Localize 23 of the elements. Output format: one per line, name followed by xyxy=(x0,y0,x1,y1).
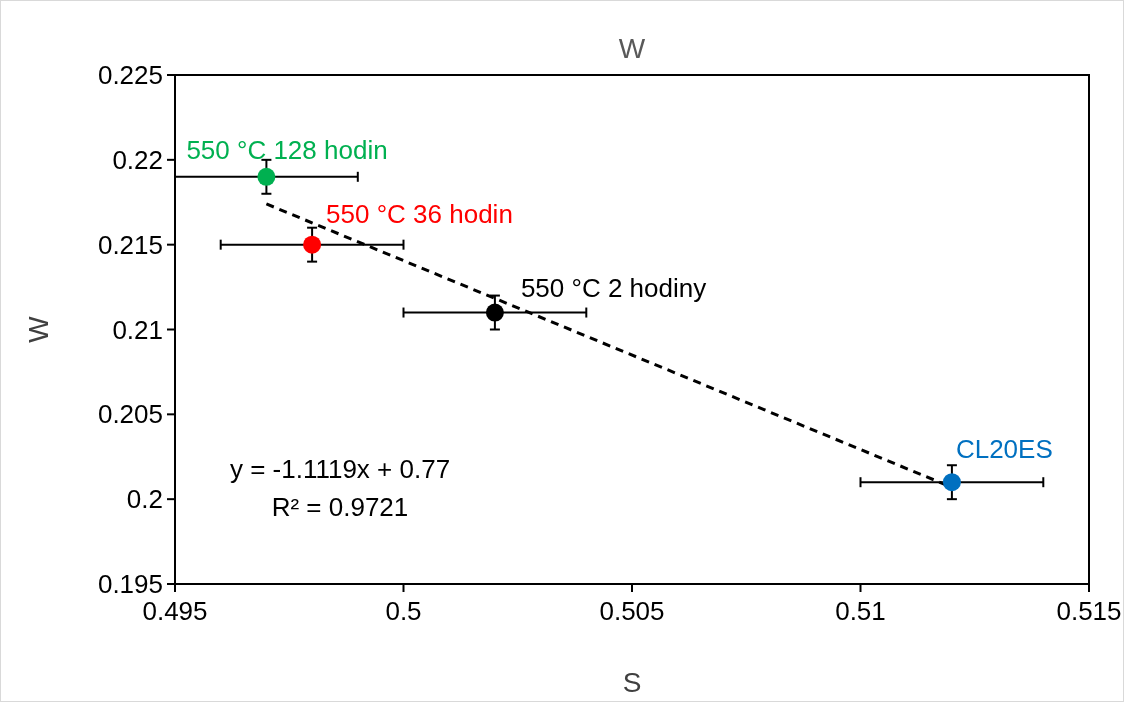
x-tick-label: 0.515 xyxy=(1056,596,1122,626)
series-label: CL20ES xyxy=(955,434,1053,465)
y-tick-label: 0.22 xyxy=(112,144,163,175)
x-tick-label: 0.5 xyxy=(385,596,422,626)
chart-title: W xyxy=(618,33,646,64)
x-tick-label: 0.51 xyxy=(835,596,886,626)
point xyxy=(257,167,276,186)
point xyxy=(942,473,961,492)
x-tick-label: 0.505 xyxy=(599,596,665,626)
x-axis-title: S xyxy=(622,667,642,698)
y-tick-label: 0.2 xyxy=(126,484,163,515)
y-tick-label: 0.21 xyxy=(112,314,163,345)
series-label: 550 °C 2 hodiny xyxy=(520,272,707,303)
annotation: R² = 0.9721 xyxy=(271,492,409,522)
annotation: y = -1.1119x + 0.77 xyxy=(229,454,451,484)
series-label: 550 °C 128 hodin xyxy=(186,134,388,165)
y-tick-label: 0.205 xyxy=(97,399,163,430)
series-label: 550 °C 36 hodin xyxy=(326,198,513,229)
y-tick-label: 0.215 xyxy=(97,229,163,260)
y-axis-title: W xyxy=(23,315,54,343)
y-tick-label: 0.225 xyxy=(97,60,163,91)
point xyxy=(303,235,322,254)
point xyxy=(485,303,504,322)
